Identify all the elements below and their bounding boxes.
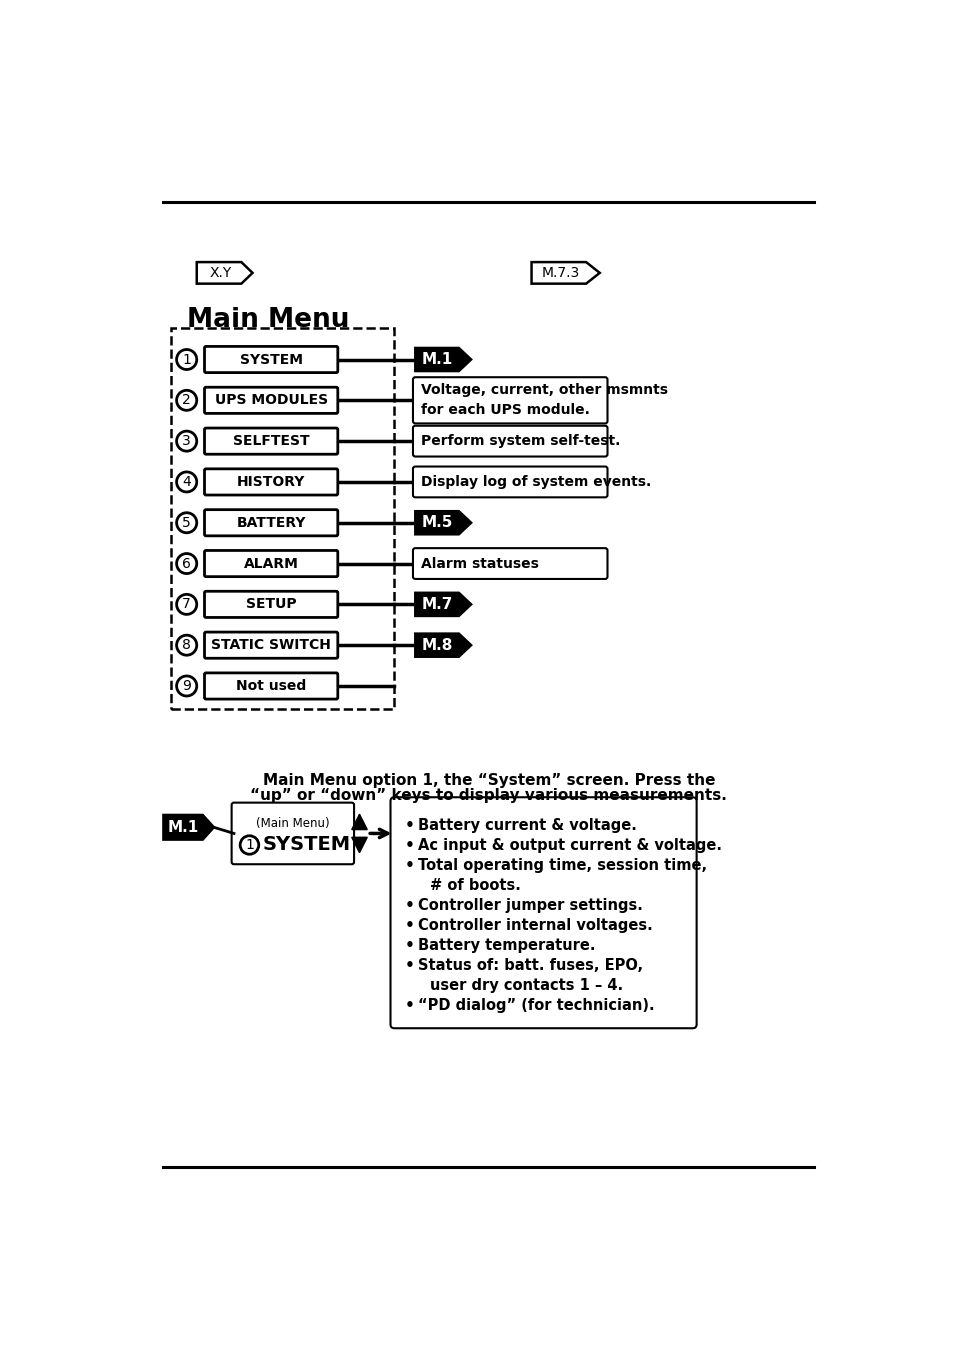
Text: UPS MODULES: UPS MODULES [214, 393, 328, 408]
Text: X.Y: X.Y [210, 266, 232, 279]
FancyBboxPatch shape [204, 591, 337, 617]
Text: M.5: M.5 [421, 516, 453, 531]
Text: ALARM: ALARM [243, 556, 298, 571]
Text: 8: 8 [182, 639, 191, 652]
Text: 5: 5 [182, 516, 191, 529]
Text: •: • [405, 998, 415, 1014]
FancyBboxPatch shape [413, 548, 607, 579]
FancyBboxPatch shape [390, 798, 696, 1029]
Text: STATIC SWITCH: STATIC SWITCH [211, 639, 331, 652]
Text: M.1: M.1 [168, 819, 198, 834]
Text: Controller internal voltages.: Controller internal voltages. [417, 918, 652, 933]
Text: SETUP: SETUP [246, 597, 296, 612]
Polygon shape [415, 512, 471, 535]
Text: SYSTEM: SYSTEM [239, 352, 302, 366]
Text: M.8: M.8 [421, 637, 453, 652]
FancyBboxPatch shape [204, 428, 337, 454]
Text: # of boots.: # of boots. [430, 878, 520, 894]
Text: Controller jumper settings.: Controller jumper settings. [417, 898, 641, 913]
FancyBboxPatch shape [204, 632, 337, 659]
Polygon shape [531, 262, 599, 284]
Polygon shape [352, 814, 367, 830]
Polygon shape [196, 262, 253, 284]
Text: •: • [405, 918, 415, 933]
FancyBboxPatch shape [413, 377, 607, 424]
Text: Not used: Not used [235, 679, 306, 693]
Text: HISTORY: HISTORY [236, 475, 305, 489]
Text: •: • [405, 958, 415, 973]
Text: Perform system self-test.: Perform system self-test. [421, 435, 620, 448]
FancyBboxPatch shape [204, 347, 337, 373]
Text: 6: 6 [182, 556, 191, 571]
Text: Display log of system events.: Display log of system events. [421, 475, 651, 489]
Text: 9: 9 [182, 679, 191, 693]
Polygon shape [352, 837, 367, 853]
Text: •: • [405, 938, 415, 953]
Text: “up” or “down” keys to display various measurements.: “up” or “down” keys to display various m… [251, 788, 726, 803]
FancyBboxPatch shape [204, 468, 337, 495]
Text: (Main Menu): (Main Menu) [255, 817, 330, 830]
FancyBboxPatch shape [413, 467, 607, 497]
FancyBboxPatch shape [204, 510, 337, 536]
Text: Status of: batt. fuses, EPO,: Status of: batt. fuses, EPO, [417, 958, 642, 973]
FancyBboxPatch shape [413, 425, 607, 456]
Text: 2: 2 [182, 393, 191, 408]
FancyBboxPatch shape [232, 803, 354, 864]
Text: 1: 1 [245, 838, 253, 852]
Text: for each UPS module.: for each UPS module. [421, 404, 590, 417]
Text: Battery current & voltage.: Battery current & voltage. [417, 818, 636, 833]
Text: Ac input & output current & voltage.: Ac input & output current & voltage. [417, 838, 720, 853]
Text: SELFTEST: SELFTEST [233, 435, 309, 448]
Text: M.1: M.1 [421, 352, 453, 367]
Text: BATTERY: BATTERY [236, 516, 306, 529]
Text: Main Menu option 1, the “System” screen. Press the: Main Menu option 1, the “System” screen.… [262, 772, 715, 787]
Text: Main Menu: Main Menu [187, 306, 350, 332]
Text: 1: 1 [182, 352, 191, 366]
Text: •: • [405, 818, 415, 833]
FancyBboxPatch shape [204, 672, 337, 699]
Text: SYSTEM: SYSTEM [262, 836, 351, 855]
Text: •: • [405, 898, 415, 913]
FancyBboxPatch shape [204, 551, 337, 576]
Text: 3: 3 [182, 435, 191, 448]
Text: •: • [405, 838, 415, 853]
Polygon shape [163, 815, 213, 840]
Text: Voltage, current, other msmnts: Voltage, current, other msmnts [421, 383, 668, 397]
Polygon shape [415, 633, 471, 656]
FancyBboxPatch shape [204, 387, 337, 413]
Text: 7: 7 [182, 597, 191, 612]
Text: Battery temperature.: Battery temperature. [417, 938, 595, 953]
Text: 4: 4 [182, 475, 191, 489]
Text: M.7: M.7 [421, 597, 453, 612]
Polygon shape [415, 348, 471, 371]
Text: Alarm statuses: Alarm statuses [421, 556, 538, 571]
Text: “PD dialog” (for technician).: “PD dialog” (for technician). [417, 998, 654, 1014]
Text: user dry contacts 1 – 4.: user dry contacts 1 – 4. [430, 979, 622, 994]
Text: Total operating time, session time,: Total operating time, session time, [417, 859, 706, 873]
Text: •: • [405, 859, 415, 873]
Text: M.7.3: M.7.3 [540, 266, 578, 279]
Polygon shape [415, 593, 471, 616]
